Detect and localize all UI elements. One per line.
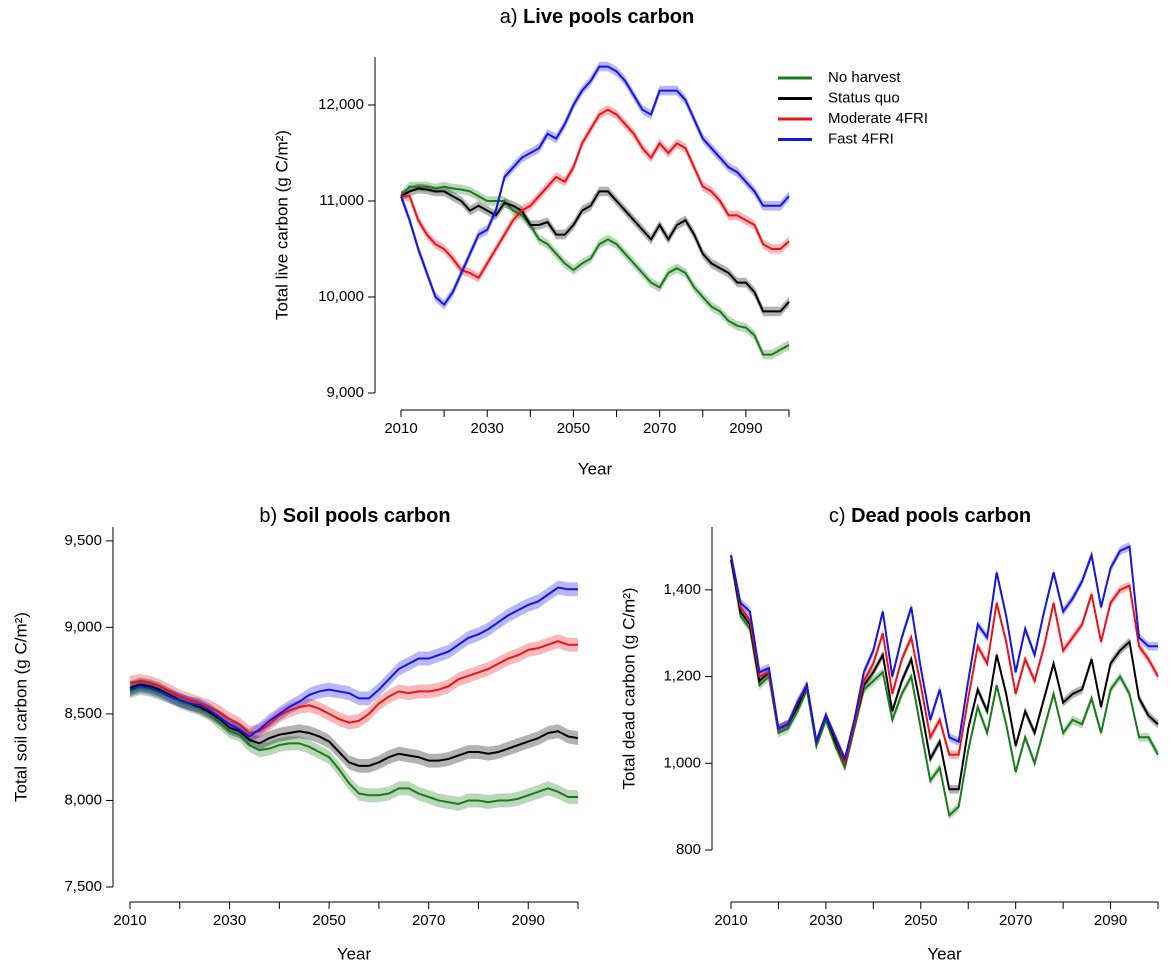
panel-label: b) [259, 505, 277, 527]
x-tick-label: 2050 [557, 420, 590, 437]
y-tick-label: 1,000 [663, 754, 701, 771]
x-tick-label: 2010 [384, 420, 417, 437]
x-tick-label: 2050 [904, 912, 937, 929]
y-tick-label: 800 [676, 841, 701, 858]
series-line [400, 187, 790, 313]
series-line [400, 65, 790, 307]
confidence-band [130, 634, 578, 740]
panel: c) Dead pools carbon 800 1,000 1,200 1,400 20… [619, 505, 1159, 963]
y-tick-label: 9,000 [326, 384, 364, 401]
series-line [730, 559, 1159, 818]
confidence-band [731, 542, 1158, 764]
y-tick-label: 10,000 [318, 288, 364, 305]
x-axis-label: Year [578, 459, 613, 478]
chart-title: b) Soil pools carbon [259, 505, 450, 527]
legend-label: Moderate 4FRI [828, 110, 928, 127]
x-axis-label: Year [927, 944, 962, 963]
y-tick-label: 12,000 [318, 96, 364, 113]
series-line [401, 108, 790, 280]
x-axis-label: Year [337, 944, 372, 963]
confidence-band [130, 677, 578, 773]
panel-label: c) [829, 505, 846, 527]
x-tick-label: 2070 [643, 420, 676, 437]
y-axis-label: Total soil carbon (g C/m²) [11, 612, 30, 802]
title-text: Dead pools carbon [851, 505, 1031, 527]
title-text: Soil pools carbon [283, 505, 451, 527]
series-line [730, 559, 1159, 791]
series-line [400, 185, 790, 356]
panel: a) Live pools carbon 9,000 10,000 11,000 12,… [272, 6, 928, 478]
y-axis-label: Total live carbon (g C/m²) [272, 130, 291, 320]
series-line [730, 555, 1159, 767]
panel: b) Soil pools carbon 7,500 8,000 8,500 9,000… [11, 505, 579, 963]
chart-title: c) Dead pools carbon [829, 505, 1031, 527]
x-tick-label: 2030 [471, 420, 504, 437]
y-tick-label: 9,500 [64, 532, 102, 549]
y-tick-label: 11,000 [319, 192, 364, 209]
x-tick-label: 2070 [412, 912, 445, 929]
y-tick-label: 1,400 [663, 581, 701, 598]
x-tick-label: 2090 [512, 912, 545, 929]
x-tick-label: 2010 [714, 912, 747, 929]
legend-label: No harvest [828, 69, 901, 86]
series-line [129, 586, 578, 738]
x-tick-label: 2030 [213, 912, 246, 929]
series-line [129, 683, 579, 767]
x-tick-label: 2090 [729, 420, 762, 437]
panel-label: a) [500, 6, 518, 28]
y-tick-label: 7,500 [64, 878, 102, 895]
legend-label: Fast 4FRI [828, 130, 894, 147]
x-tick-label: 2050 [312, 912, 345, 929]
confidence-band [401, 183, 789, 317]
series-line [730, 545, 1158, 763]
series-line [129, 686, 578, 805]
y-tick-label: 1,200 [663, 668, 701, 685]
y-tick-label: 9,000 [64, 618, 102, 635]
confidence-band [731, 555, 1158, 820]
x-tick-label: 2090 [1094, 912, 1127, 929]
chart-title: a) Live pools carbon [500, 6, 695, 28]
y-axis-label: Total dead carbon (g C/m²) [619, 587, 638, 789]
x-tick-label: 2030 [809, 912, 842, 929]
confidence-band [130, 580, 578, 744]
confidence-band [401, 105, 789, 283]
y-tick-label: 8,500 [64, 705, 102, 722]
series-line [129, 640, 578, 735]
y-tick-label: 8,000 [64, 791, 102, 808]
x-tick-label: 2070 [999, 912, 1032, 929]
legend-label: Status quo [828, 89, 900, 106]
title-text: Live pools carbon [523, 6, 694, 28]
x-tick-label: 2010 [113, 912, 146, 929]
